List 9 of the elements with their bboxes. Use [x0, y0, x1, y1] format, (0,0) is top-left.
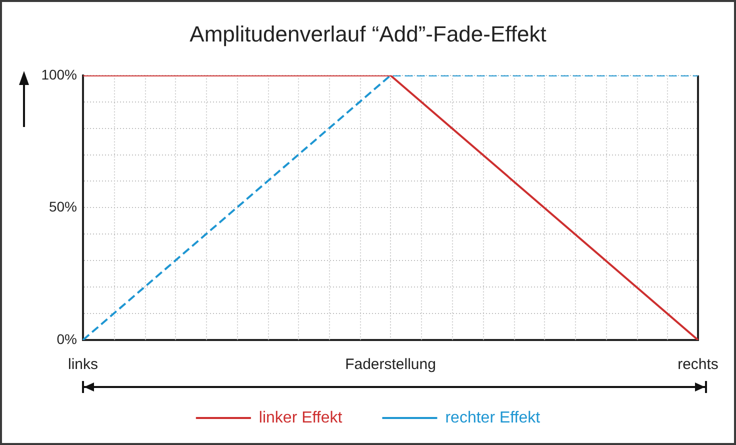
y-tick-label: 100% [41, 66, 77, 82]
x-tick-label: links [68, 356, 98, 374]
chart-title: Amplitudenverlauf “Add”-Fade-Effekt [190, 21, 546, 46]
x-tick-label: rechts [678, 356, 718, 374]
legend-label: linker Effekt [258, 409, 343, 426]
y-tick-label: 0% [56, 330, 77, 347]
x-axis-title: Faderstellung [345, 356, 436, 374]
y-tick-label: 50% [48, 198, 77, 215]
legend-label: rechter Effekt [445, 409, 541, 426]
